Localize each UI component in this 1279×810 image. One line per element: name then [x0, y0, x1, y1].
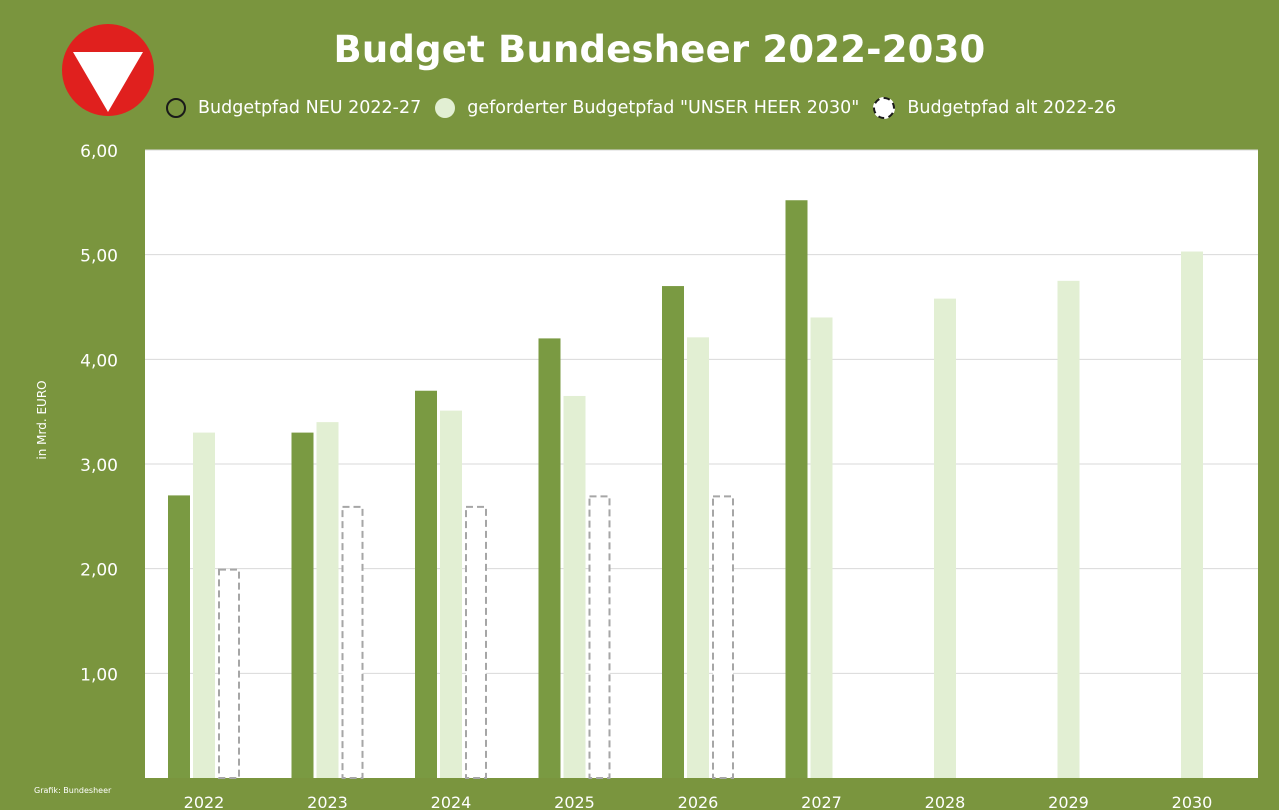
bar-neu: [291, 432, 314, 778]
bar-heer: [440, 410, 462, 778]
legend-item-neu: Budgetpfad NEU 2022-27: [166, 98, 421, 118]
y-tick-label: 5,00: [80, 247, 118, 267]
bar-neu: [785, 200, 808, 779]
austrian-armed-forces-emblem-icon: [62, 24, 154, 116]
x-tick-label: 2028: [925, 793, 966, 810]
bar-heer: [1057, 280, 1080, 778]
legend-item-heer: geforderter Budgetpfad "UNSER HEER 2030": [435, 98, 859, 118]
bar-heer: [316, 422, 339, 778]
chart-title: Budget Bundesheer 2022-2030: [333, 28, 986, 71]
source-credit: Grafik: Bundesheer: [34, 786, 112, 795]
emblem-white-triangle: [73, 52, 143, 112]
x-tick-label: 2029: [1048, 793, 1089, 810]
legend-marker-neu: [166, 98, 186, 118]
bar-heer: [810, 317, 833, 778]
x-tick-label: 2024: [431, 793, 472, 810]
legend-label-neu: Budgetpfad NEU 2022-27: [198, 98, 422, 118]
bar-alt: [465, 505, 487, 779]
chart-legend: Budgetpfad NEU 2022-27 geforderter Budge…: [166, 94, 1130, 122]
bar-heer: [193, 432, 215, 778]
legend-item-alt: Budgetpfad alt 2022-26: [873, 97, 1116, 119]
bar-neu: [662, 286, 684, 778]
bar-neu: [168, 495, 190, 778]
x-tick-label: 2026: [678, 793, 719, 810]
bar-alt: [218, 568, 240, 780]
bar-heer: [1181, 251, 1203, 778]
y-tick-label: 4,00: [80, 351, 118, 371]
legend-label-alt: Budgetpfad alt 2022-26: [907, 98, 1117, 118]
legend-label-heer: geforderter Budgetpfad "UNSER HEER 2030": [467, 98, 860, 118]
legend-marker-alt: [873, 97, 896, 119]
bar-alt: [341, 505, 364, 779]
x-tick-label: 2027: [801, 793, 842, 810]
bar-heer: [687, 337, 709, 778]
y-tick-label: 3,00: [80, 456, 118, 476]
bar-heer: [934, 298, 956, 778]
x-tick-label: 2023: [307, 793, 348, 810]
x-tick-label: 2025: [554, 793, 595, 810]
bar-alt: [712, 495, 734, 779]
y-tick-label: 6,00: [80, 142, 118, 162]
bar-neu: [415, 390, 437, 778]
x-tick-label: 2030: [1172, 793, 1213, 810]
bar-alt: [588, 495, 611, 779]
bar-heer: [563, 395, 586, 778]
x-tick-label: 2022: [184, 793, 225, 810]
bar-neu: [538, 338, 561, 778]
legend-marker-heer: [435, 98, 456, 118]
y-tick-label: 2,00: [80, 561, 118, 581]
y-tick-label: 1,00: [80, 665, 118, 685]
